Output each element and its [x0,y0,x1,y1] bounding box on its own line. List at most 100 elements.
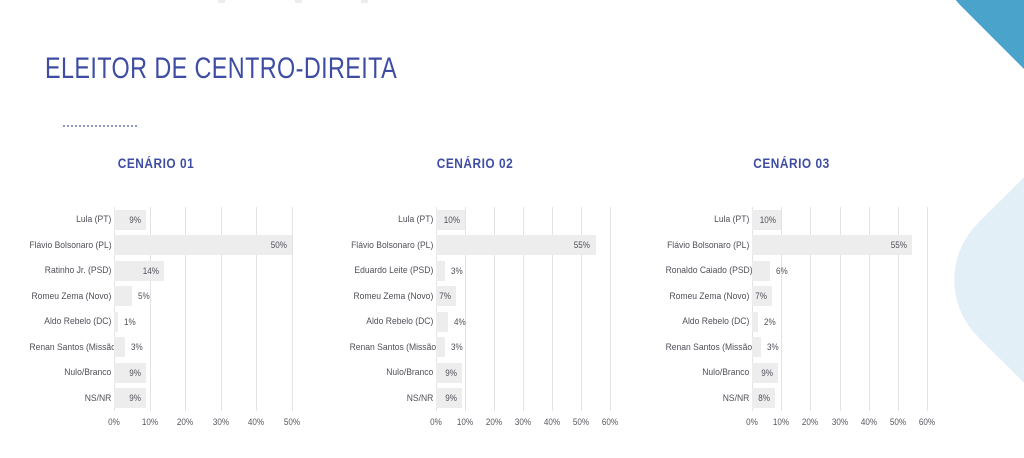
bar [752,388,776,409]
bar-track: 2% [752,311,927,332]
candidate-label: Nulo/Branco [386,367,434,379]
gridline [292,207,293,411]
candidate-label: NS/NR [406,392,434,404]
value-label: 3% [450,342,463,353]
value-label: 3% [450,265,463,276]
axis-tick-label: 40% [543,417,561,427]
value-label: 2% [763,316,776,327]
bar-row: Ronaldo Caiado (PSD) 6% [656,258,927,284]
bar-track: 7% [752,286,927,307]
bar [436,286,457,307]
bar-track: 55% [752,235,927,256]
plot-area: Lula (PT) 9% Flávio Bolsonaro (PL) 50% Ratin… [20,207,300,427]
bar [436,388,463,409]
gridline [494,207,495,411]
bar-track: 9% [114,388,292,409]
bar-row: Aldo Rebelo (DC) 2% [656,309,927,335]
chart-title: CENÁRIO 03 [753,156,830,171]
bar-track: 3% [436,337,610,358]
candidate-label: Renan Santos (Missão) [29,341,119,353]
bar [752,260,770,281]
title-underline-dots [63,125,137,127]
value-label: 9% [129,393,142,404]
axis-tick-label: 10% [141,417,158,427]
bar-row: Aldo Rebelo (DC) 1% [20,309,292,335]
value-label: 9% [129,367,142,378]
bar [436,337,445,358]
axis-tick-label: 30% [831,417,848,427]
value-label: 9% [445,393,458,404]
gridline [465,207,466,411]
top-edge-artifact [361,0,368,3]
bar-track: 9% [436,362,610,383]
candidate-label: Ratinho Jr. (PSD) [44,265,112,277]
gridline [552,207,553,411]
gridline [523,207,524,411]
value-label: 55% [574,240,591,251]
value-label: 9% [445,367,458,378]
bar-row: Flávio Bolsonaro (PL) 55% [656,233,927,259]
top-edge-artifact [218,0,225,3]
bar-track: 9% [114,362,292,383]
gridline [581,207,582,411]
candidate-label: Aldo Rebelo (DC) [44,316,112,328]
bar [752,235,913,256]
bar [114,311,118,332]
gridline [810,207,812,411]
bar-row: Nulo/Branco 9% [656,360,927,386]
value-label: 9% [761,367,774,378]
axis-tick-label: 20% [802,417,819,427]
bar [436,260,445,281]
bar-track: 1% [114,311,292,332]
bar-rows: Lula (PT) 10% Flávio Bolsonaro (PL) 55% Rona… [656,207,927,411]
gridlines [436,207,611,411]
candidate-label: Flávio Bolsonaro (PL) [29,239,112,251]
axis-tick-label: 20% [177,417,194,427]
axis-tick-label: 30% [212,417,229,427]
bar-track: 9% [752,362,927,383]
bar [752,209,782,230]
candidate-label: Romeu Zema (Novo) [353,290,434,302]
candidate-label: Flávio Bolsonaro (PL) [667,239,750,251]
bar-track: 3% [436,260,610,281]
value-label: 1% [123,316,136,327]
bar-row: Lula (PT) 10% [656,207,927,233]
value-label: 14% [142,265,159,276]
value-label: 4% [453,316,466,327]
bar-rows: Lula (PT) 9% Flávio Bolsonaro (PL) 50% Ratin… [20,207,292,411]
value-label: 55% [891,240,908,251]
axis-tick-label: 0% [430,417,442,427]
bar-row: NS/NR 9% [20,386,292,412]
value-label: 7% [439,291,452,302]
value-label: 7% [755,291,768,302]
candidate-label: NS/NR [722,392,750,404]
candidate-label: Eduardo Leite (PSD) [354,265,434,277]
bar-track: 3% [114,337,292,358]
bar-track: 5% [114,286,292,307]
bar-track: 3% [752,337,927,358]
bar [436,235,596,256]
candidate-label: Aldo Rebelo (DC) [682,316,750,328]
chart-title: CENÁRIO 02 [436,156,514,171]
axis-tick-label: 60% [918,417,936,427]
axis-tick-label: 0% [108,417,120,427]
bar-row: Ratinho Jr. (PSD) 14% [20,258,292,284]
bar-row: Nulo/Branco 9% [20,360,292,386]
gridline [839,207,841,411]
candidate-label: Lula (PT) [714,214,750,226]
gridline [436,207,437,411]
bar-row: Lula (PT) 9% [20,207,292,233]
gridline [185,207,187,411]
gridline [256,207,258,411]
bar-row: Romeu Zema (Novo) 7% [656,284,927,310]
bar-row: Renan Santos (Missão) 3% [20,335,292,361]
bar-rows: Lula (PT) 10% Flávio Bolsonaro (PL) 55% Edua… [340,207,610,411]
gridline [927,207,928,411]
bar-track: 50% [114,235,292,256]
value-label: 3% [130,342,143,353]
bar-row: Flávio Bolsonaro (PL) 50% [20,233,292,259]
bar [752,286,773,307]
gridline [610,207,611,411]
bar [114,235,292,256]
value-label: 3% [766,342,779,353]
